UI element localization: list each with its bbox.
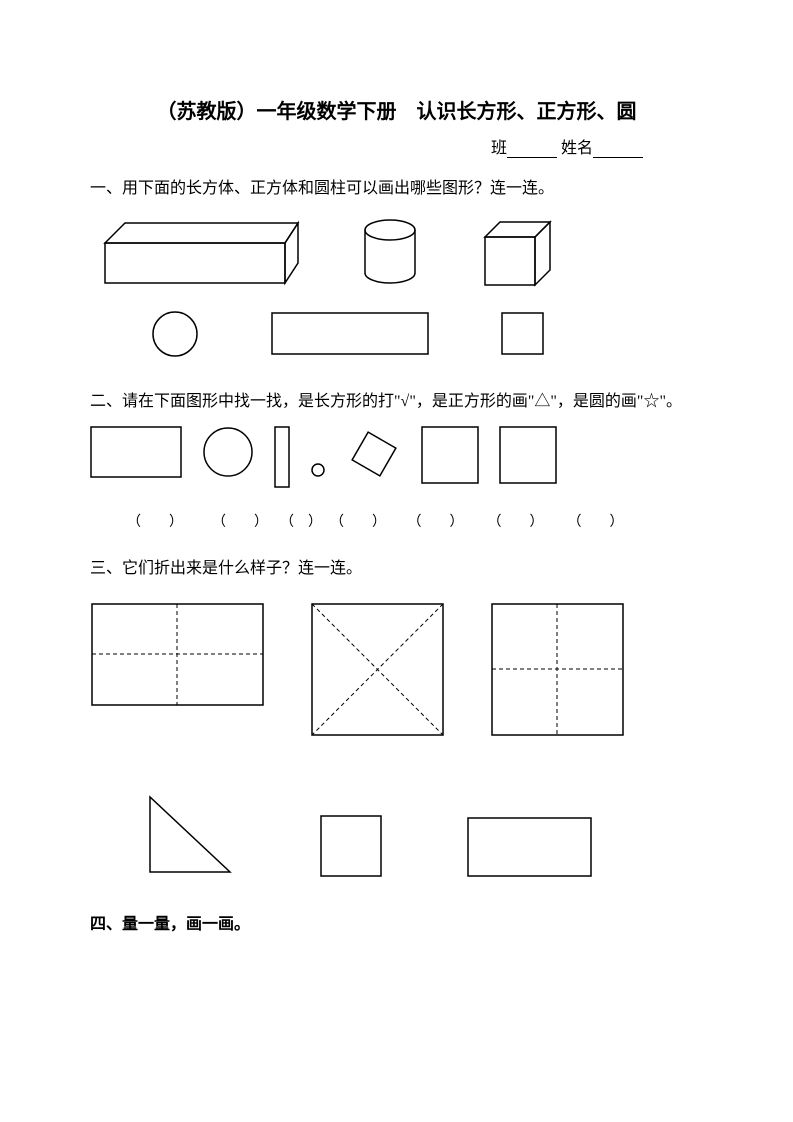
- q2-text: 二、请在下面图形中找一找，是长方形的打"√"，是正方形的画"△"，是圆的画"☆"…: [90, 389, 703, 415]
- triangle-result-icon: [145, 792, 235, 877]
- bracket-1[interactable]: （ ）: [110, 511, 200, 531]
- q1-flats-row: [90, 309, 703, 359]
- square-flat-icon: [500, 311, 545, 356]
- q4-text: 四、量一量，画一画。: [90, 912, 703, 938]
- rect-cross-fold-icon: [90, 602, 265, 707]
- bracket-7[interactable]: （ ）: [558, 511, 633, 531]
- square-result-icon: [320, 815, 382, 877]
- q3-result-row: [90, 792, 703, 877]
- cylinder-icon: [360, 218, 420, 288]
- circle-flat-icon: [150, 309, 200, 359]
- q2-brackets-row: （ ） （ ） （ ） （ ） （ ） （ ） （ ）: [90, 511, 703, 531]
- bracket-4[interactable]: （ ）: [323, 511, 393, 531]
- q1-solids-row: [90, 217, 703, 289]
- bracket-6[interactable]: （ ）: [478, 511, 553, 531]
- q1-text: 一、用下面的长方体、正方体和圆柱可以画出哪些图形？连一连。: [90, 176, 703, 202]
- class-label: 班: [491, 140, 507, 157]
- cuboid-icon: [100, 218, 300, 288]
- rectangle-result-icon: [467, 817, 592, 877]
- q2-tall-rect-icon: [274, 426, 290, 488]
- bracket-2[interactable]: （ ）: [205, 511, 275, 531]
- cube-icon: [480, 217, 555, 289]
- q3-fold-row: [90, 602, 703, 737]
- name-label: 姓名: [561, 140, 593, 157]
- name-blank[interactable]: [593, 142, 643, 158]
- bracket-3[interactable]: （ ）: [280, 511, 318, 531]
- q2-square1-icon: [421, 426, 479, 484]
- q2-small-circle-icon: [310, 444, 326, 496]
- square-x-fold-icon: [310, 602, 445, 737]
- rectangle-flat-icon: [270, 311, 430, 356]
- header-fields: 班 姓名: [90, 134, 703, 158]
- q2-circle-icon: [202, 426, 254, 478]
- q2-shapes-row: [90, 426, 703, 496]
- q2-diamond-icon: [346, 426, 401, 481]
- q2-rectangle-icon: [90, 426, 182, 478]
- class-blank[interactable]: [507, 142, 557, 158]
- square-cross-fold-icon: [490, 602, 625, 737]
- bracket-5[interactable]: （ ）: [398, 511, 473, 531]
- q2-square2-icon: [499, 426, 557, 484]
- q3-text: 三、它们折出来是什么样子？连一连。: [90, 556, 703, 582]
- page-title: （苏教版）一年级数学下册 认识长方形、正方形、圆: [90, 95, 703, 124]
